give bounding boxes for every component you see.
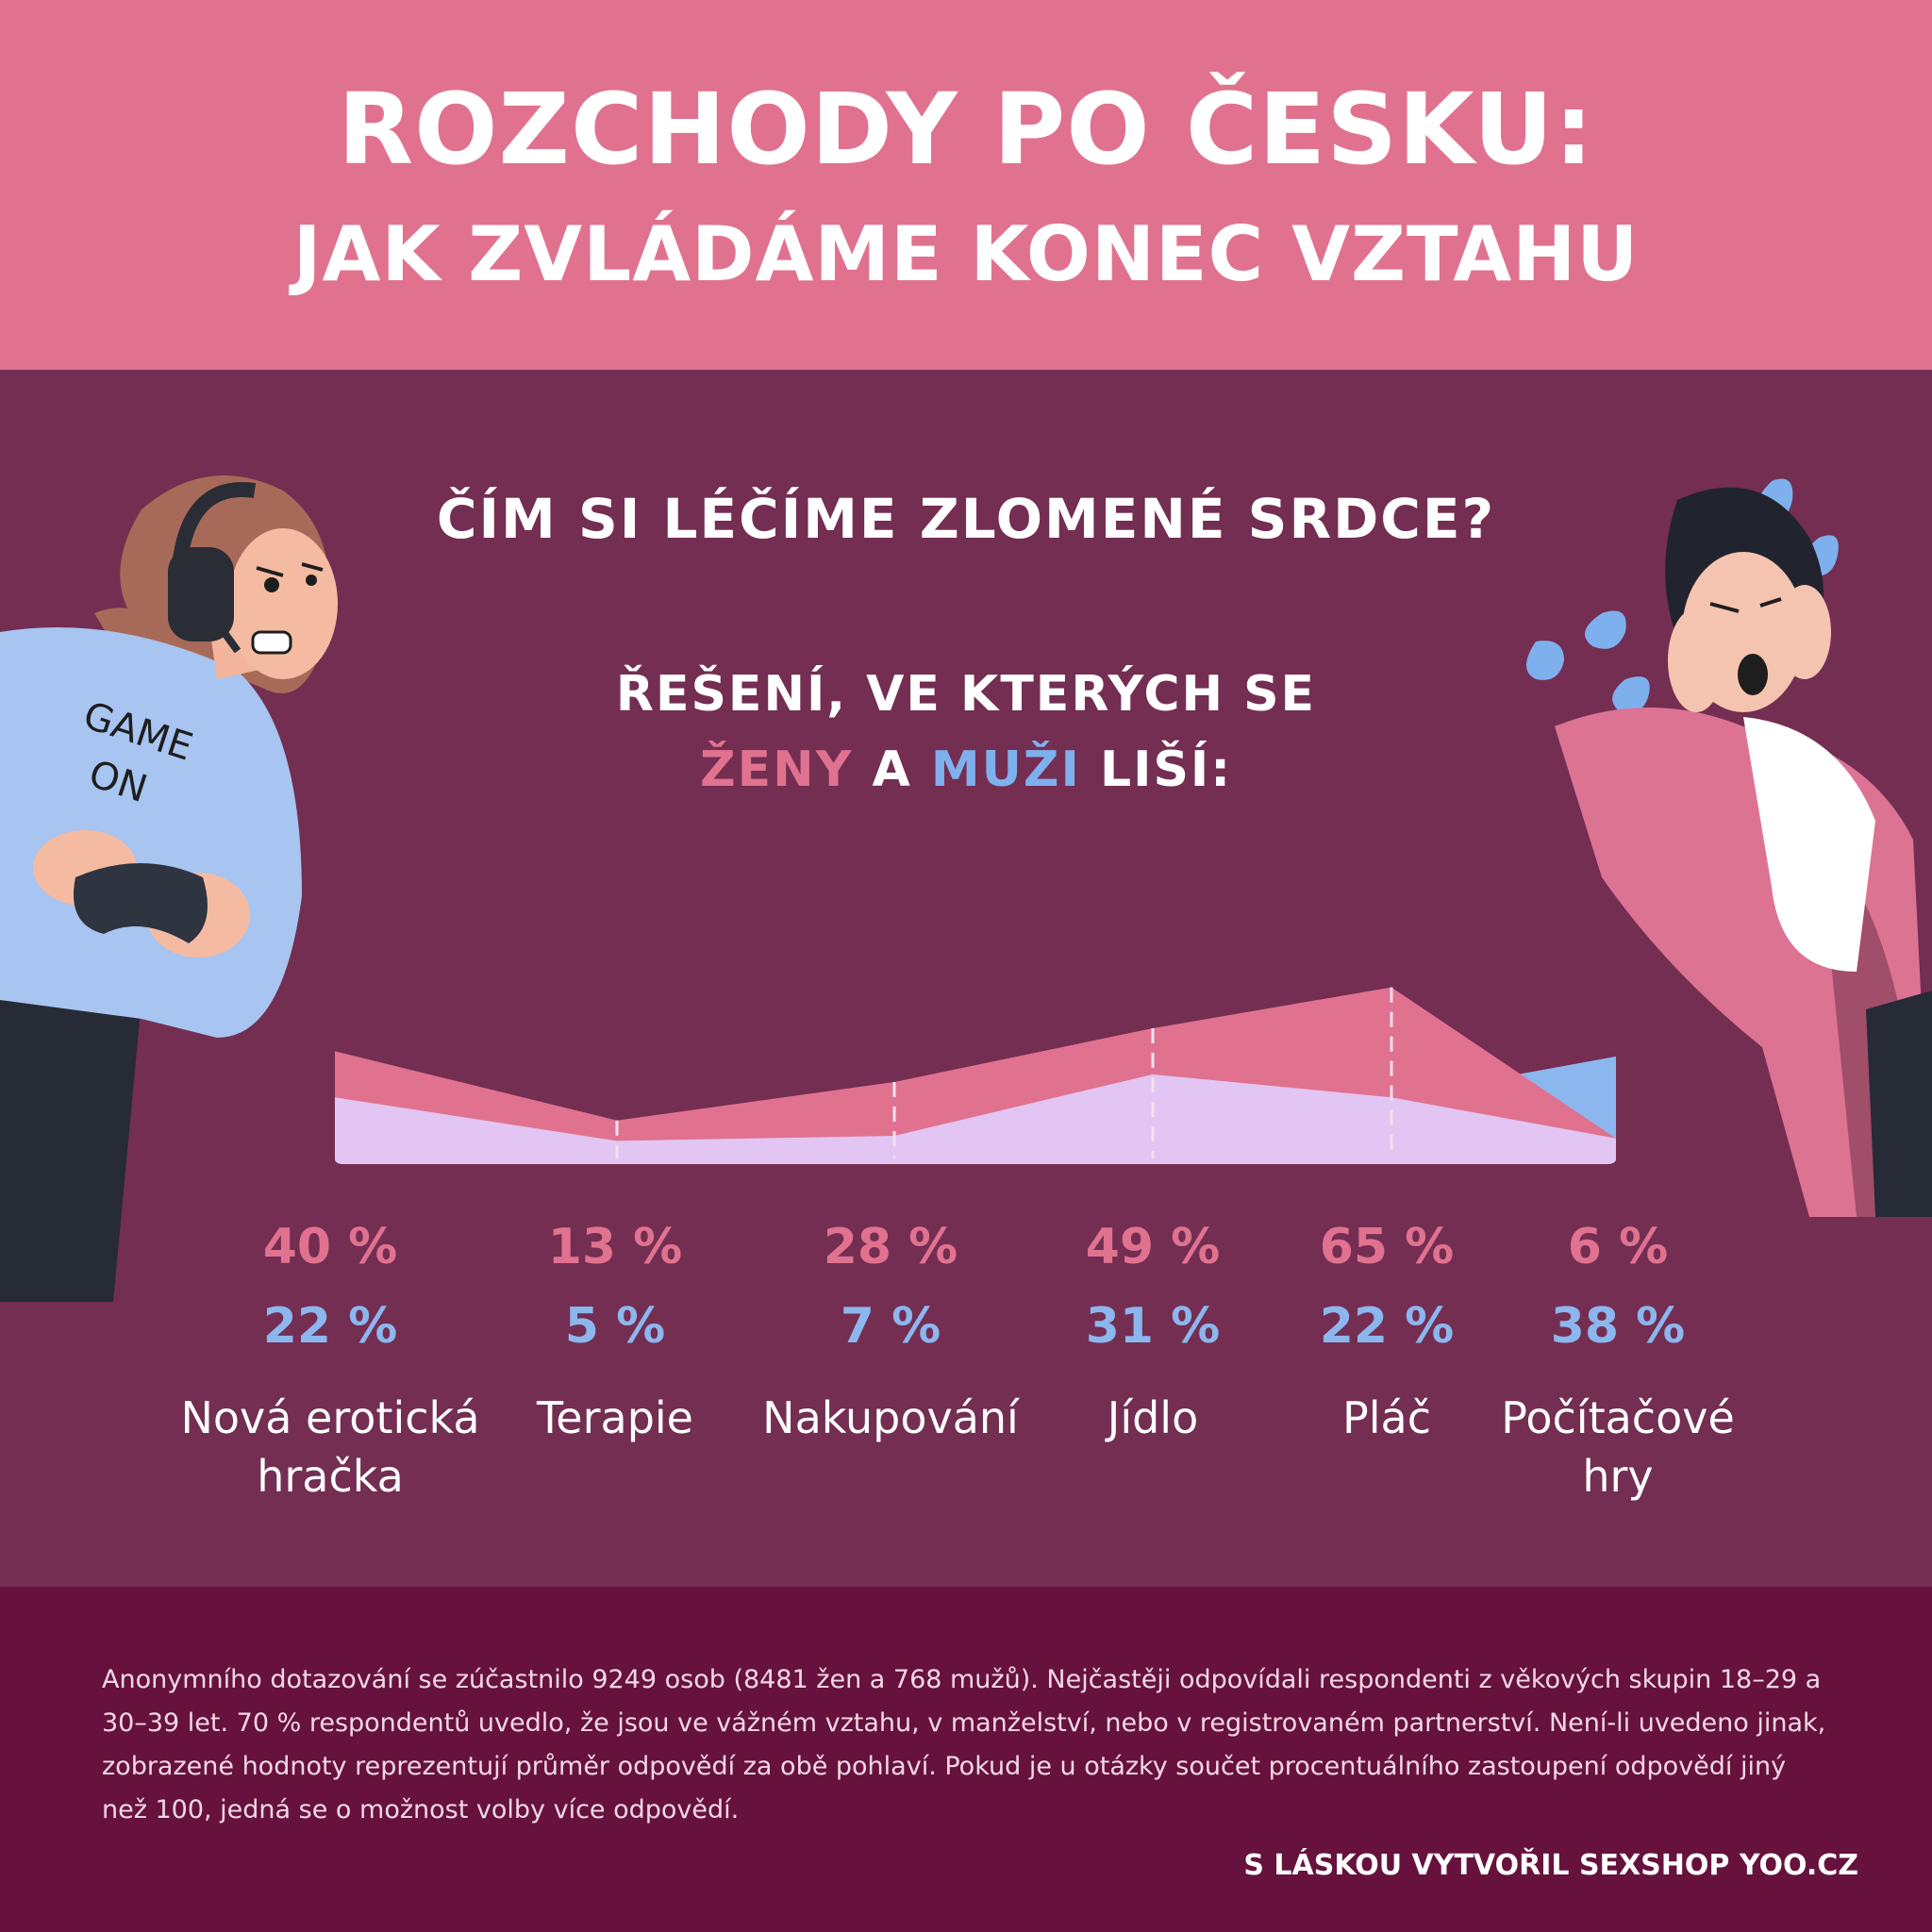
legend-end: LIŠÍ: — [1099, 741, 1233, 798]
value-label-women: 65 % — [1319, 1219, 1455, 1275]
value-label-men: 22 % — [262, 1298, 398, 1355]
section-subtitle-line1: ŘEŠENÍ, VE KTERÝCH SE — [615, 666, 1317, 723]
category-label: Nová erotická hračka — [180, 1392, 480, 1502]
value-label-men: 31 % — [1085, 1298, 1221, 1355]
value-label-men: 7 % — [840, 1298, 941, 1355]
legend-women: ŽENY — [699, 741, 854, 798]
category-label: Počítačové hry — [1501, 1392, 1735, 1502]
footer-panel — [0, 1587, 1932, 1932]
value-label-men: 22 % — [1319, 1298, 1455, 1355]
section-subtitle-line2: ŽENY A MUŽI LIŠÍ: — [0, 736, 1932, 804]
value-label-men: 38 % — [1550, 1298, 1686, 1355]
page-subtitle: JAK ZVLÁDÁME KONEC VZTAHU — [292, 210, 1640, 298]
legend-men: MUŽI — [930, 741, 1081, 798]
series-overlap-area — [335, 1074, 1616, 1158]
crying-woman-illustration — [1526, 478, 1932, 1217]
category-label: Jídlo — [1107, 1392, 1199, 1443]
value-label-women: 49 % — [1085, 1219, 1221, 1275]
value-label-women: 6 % — [1567, 1219, 1669, 1275]
value-label-women: 13 % — [547, 1219, 683, 1275]
page-title: ROZCHODY PO ČESKU: — [338, 72, 1594, 187]
methodology-note: Anonymního dotazování se zúčastnilo 9249… — [102, 1665, 1826, 1824]
category-label: Pláč — [1342, 1392, 1431, 1443]
question-heading: ČÍM SI LÉČÍME ZLOMENÉ SRDCE? — [436, 487, 1496, 551]
category-label: Nakupování — [762, 1392, 1019, 1443]
value-label-women: 28 % — [823, 1219, 958, 1275]
value-label-women: 40 % — [262, 1219, 398, 1275]
gamer-illustration: GAME ON — [0, 475, 338, 1302]
credit-text: S LÁSKOU VYTVOŘIL SEXSHOP YOO.CZ — [1243, 1849, 1858, 1882]
legend-and: A — [872, 741, 912, 798]
header-banner — [0, 0, 1932, 370]
value-label-men: 5 % — [564, 1298, 666, 1355]
category-label: Terapie — [537, 1392, 693, 1443]
